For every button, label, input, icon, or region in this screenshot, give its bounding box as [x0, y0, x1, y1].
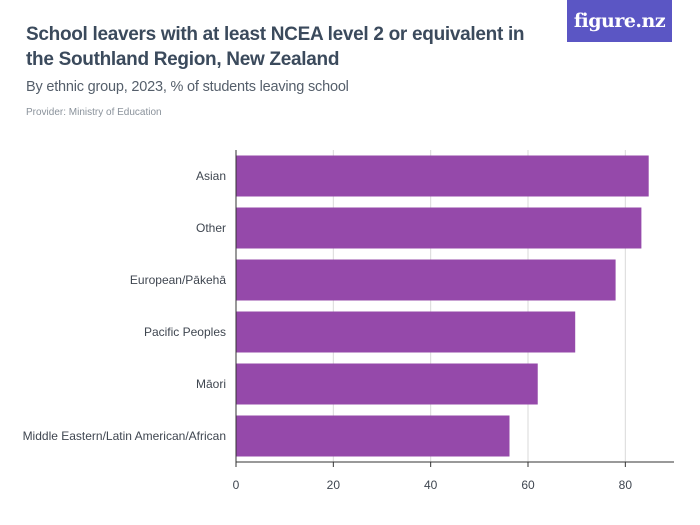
category-labels: Asian Other European/Pākehā Pacific Peoples… [23, 169, 227, 443]
chart-subtitle: By ethnic group, 2023, % of students lea… [26, 79, 349, 95]
x-tick-label: 40 [424, 478, 438, 492]
grid-lines [332, 150, 626, 462]
x-tick-label: 20 [327, 478, 341, 492]
chart-title: School leavers with at least NCEA level … [26, 24, 525, 70]
bar[interactable] [236, 207, 642, 249]
category-label: European/Pākehā [130, 273, 226, 287]
bar[interactable] [236, 415, 510, 457]
category-label: Asian [196, 169, 226, 183]
x-axis: 0 20 40 60 80 [233, 150, 674, 492]
bar[interactable] [236, 155, 649, 197]
figure-nz-logo[interactable]: figure.nz [567, 0, 672, 42]
category-label: Pacific Peoples [144, 325, 226, 339]
x-tick-label: 80 [619, 478, 633, 492]
bar[interactable] [236, 311, 576, 353]
category-label: Māori [196, 377, 226, 391]
data-provider: Provider: Ministry of Education [26, 107, 162, 118]
x-tick-label: 60 [521, 478, 535, 492]
bar[interactable] [236, 363, 538, 405]
category-label: Middle Eastern/Latin American/African [23, 429, 226, 443]
x-tick-label: 0 [233, 478, 240, 492]
category-label: Other [196, 221, 226, 235]
bars [236, 155, 649, 457]
bar[interactable] [236, 259, 616, 301]
